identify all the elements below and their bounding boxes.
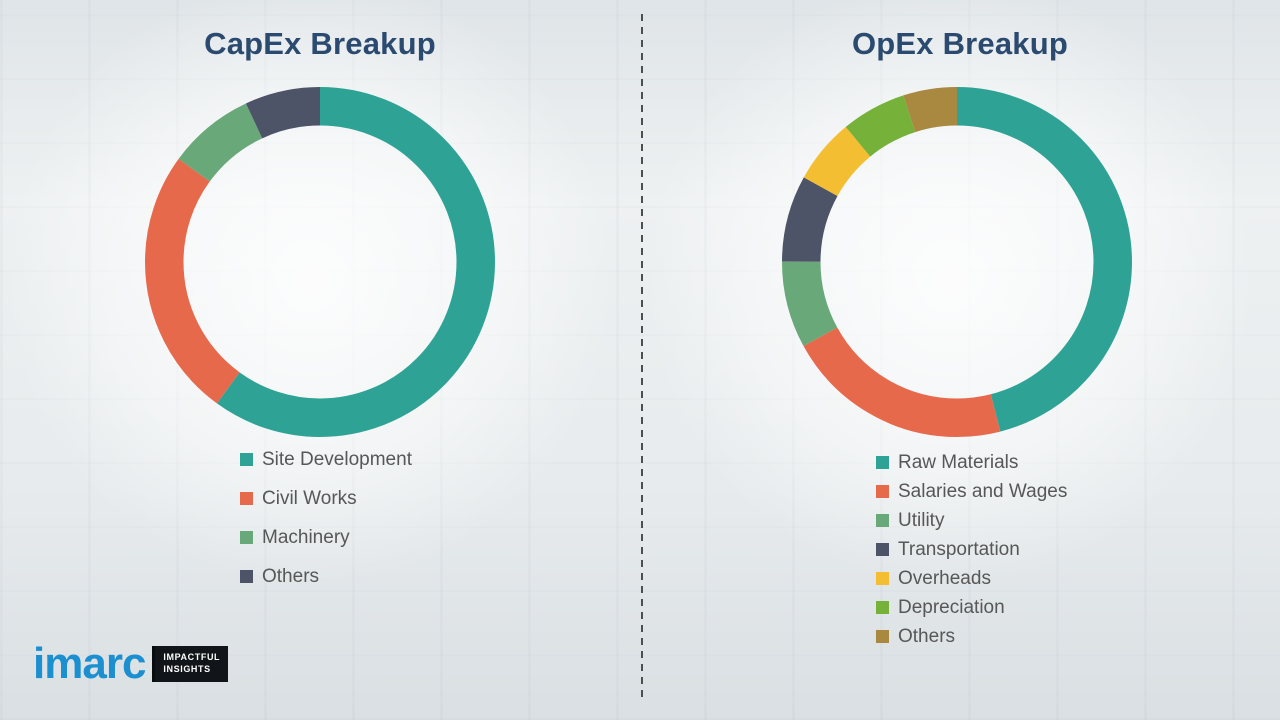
imarc-logo: imarc IMPACTFUL INSIGHTS [33, 639, 229, 688]
legend-swatch [876, 601, 889, 614]
legend-label: Salaries and Wages [898, 481, 1068, 502]
legend-swatch [876, 456, 889, 469]
legend-label: Others [898, 626, 956, 647]
legend-item: Others [240, 567, 412, 586]
legend-label: Transportation [898, 539, 1020, 560]
legend-item: Machinery [240, 528, 412, 547]
donut-segment-others [145, 87, 495, 437]
divider-dashed-line [641, 14, 643, 698]
donut-segment-utility [782, 87, 1132, 437]
legend-item: Overheads [876, 569, 1067, 588]
legend-swatch [876, 630, 889, 643]
legend-swatch [876, 514, 889, 527]
opex-legend: Raw Materials Salaries and Wages Utility Tr… [876, 453, 1067, 646]
legend-swatch [240, 492, 253, 505]
legend-item: Site Development [240, 450, 412, 469]
donut-segment-civil-works [145, 87, 495, 437]
legend-item: Raw Materials [876, 453, 1067, 472]
imarc-wordmark: imarc [33, 639, 146, 688]
legend-label: Raw Materials [898, 452, 1019, 473]
legend-item: Salaries and Wages [876, 482, 1067, 501]
legend-label: Site Development [262, 449, 412, 470]
capex-panel: CapEx Breakup Site Development Civil Work… [145, 26, 495, 586]
legend-item: Depreciation [876, 598, 1067, 617]
legend-label: Civil Works [262, 488, 357, 509]
legend-swatch [876, 572, 889, 585]
legend-label: Overheads [898, 568, 991, 589]
legend-label: Utility [898, 510, 945, 531]
legend-label: Others [262, 566, 320, 587]
legend-swatch [876, 543, 889, 556]
donut-segment-others [782, 87, 1132, 437]
opex-donut-chart [782, 87, 1132, 437]
opex-panel: OpEx Breakup Raw Materials Salaries and W… [640, 0, 1280, 720]
donut-segment-salaries-and-wages [782, 87, 1132, 437]
opex-donut-svg [782, 87, 1132, 437]
imarc-tagline: IMPACTFUL INSIGHTS [152, 646, 229, 682]
legend-label: Depreciation [898, 597, 1005, 618]
legend-label: Machinery [262, 527, 350, 548]
capex-legend: Site Development Civil Works Machinery Othe… [240, 450, 412, 586]
capex-donut-chart [145, 87, 495, 437]
chart-title-capex: CapEx Breakup [204, 26, 436, 61]
legend-item: Utility [876, 511, 1067, 530]
legend-swatch [240, 453, 253, 466]
chart-title-opex: OpEx Breakup [851, 26, 1069, 61]
legend-swatch [876, 485, 889, 498]
tagline-line1: IMPACTFUL [163, 652, 221, 663]
legend-swatch [240, 570, 253, 583]
legend-swatch [240, 531, 253, 544]
legend-item: Civil Works [240, 489, 412, 508]
capex-donut-svg [145, 87, 495, 437]
legend-item: Transportation [876, 540, 1067, 559]
tagline-line2: INSIGHTS [163, 664, 211, 674]
legend-item: Others [876, 627, 1067, 646]
